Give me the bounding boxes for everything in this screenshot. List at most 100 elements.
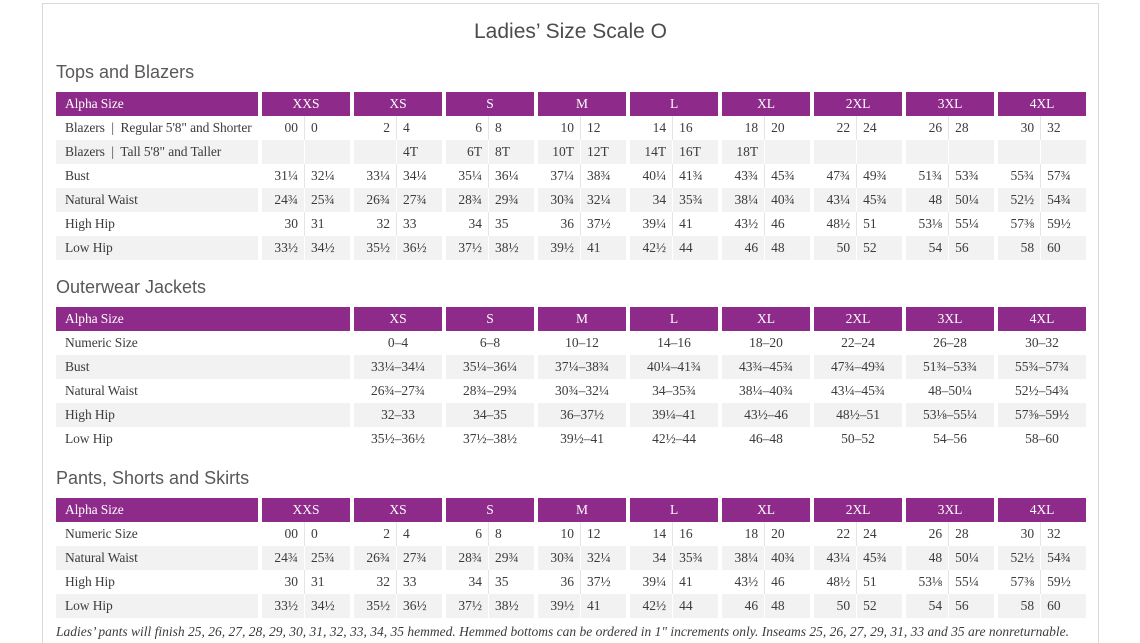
size-value-cell: 10 bbox=[534, 116, 580, 140]
size-value-cell: 36–37½ bbox=[534, 403, 626, 427]
size-value-cell: 12 bbox=[580, 522, 626, 546]
size-value-cell: 44 bbox=[672, 594, 719, 618]
size-value-cell: 34 bbox=[626, 188, 673, 212]
size-value-cell: 55¼ bbox=[948, 570, 994, 594]
table-row: Natural Waist 24¾ 25¾ 26¾ 27¾ 28¾ 29¾ 30¾ 32¼ 34 3… bbox=[56, 546, 1087, 570]
size-value-cell: 39¼ bbox=[626, 570, 672, 594]
size-value-cell: 14 bbox=[626, 116, 672, 140]
size-value-cell: 54–56 bbox=[902, 427, 994, 451]
size-value-cell: 30 bbox=[994, 116, 1040, 140]
section-pants-shorts-skirts: Pants, Shorts and Skirts Alpha Size XXS XS… bbox=[56, 467, 1087, 618]
size-value-cell: 33¼ bbox=[350, 164, 396, 188]
column-header-alpha-size: Alpha Size bbox=[56, 92, 258, 116]
size-value-cell: 41 bbox=[672, 212, 718, 236]
size-value-cell: 8T bbox=[488, 140, 535, 164]
column-header-size-3xl: 3XL bbox=[902, 307, 994, 331]
size-value-cell: 51¾ bbox=[902, 164, 948, 188]
size-value-cell: 25¾ bbox=[304, 546, 351, 570]
table-row: Numeric Size 00 0 2 4 6 8 10 12 14 16 18 20 22 24 26 28 3… bbox=[56, 522, 1086, 546]
size-value-cell: 48 bbox=[764, 594, 811, 618]
size-value-cell: 50–52 bbox=[810, 427, 902, 451]
size-value-cell: 14–16 bbox=[626, 331, 718, 355]
size-value-cell: 35 bbox=[488, 570, 534, 594]
size-value-cell: 30¾–32¼ bbox=[534, 379, 626, 403]
size-value-cell: 59½ bbox=[1040, 570, 1086, 594]
size-value-cell: 10T bbox=[534, 140, 581, 164]
size-value-cell: 48 bbox=[764, 236, 811, 260]
row-label: Low Hip bbox=[65, 431, 113, 446]
size-value-cell: 43½–46 bbox=[718, 403, 810, 427]
size-value-cell: 35 bbox=[488, 212, 534, 236]
column-header-size-4xl: 4XL bbox=[994, 498, 1087, 522]
column-header-size-xxs: XXS bbox=[258, 92, 351, 116]
size-value-cell: 29¾ bbox=[488, 546, 535, 570]
size-value-cell: 48½–51 bbox=[810, 403, 902, 427]
size-value-cell: 54¾ bbox=[1040, 546, 1087, 570]
table-row: Natural Waist 24¾ 25¾ 26¾ 27¾ 28¾ 29¾ 30¾ 32¼ 34 3… bbox=[56, 188, 1087, 212]
size-value-cell: 41 bbox=[580, 236, 627, 260]
size-value-cell: 54 bbox=[902, 594, 949, 618]
size-value-cell: 24¾ bbox=[258, 546, 304, 570]
size-value-cell: 33 bbox=[396, 212, 442, 236]
size-value-cell bbox=[350, 140, 397, 164]
size-value-cell: 56 bbox=[948, 236, 995, 260]
column-header-size-4xl: 4XL bbox=[994, 307, 1086, 331]
size-value-cell: 30¾ bbox=[534, 546, 581, 570]
size-value-cell: 57¾ bbox=[1040, 164, 1086, 188]
size-value-cell: 32 bbox=[1040, 116, 1086, 140]
size-value-cell bbox=[764, 140, 811, 164]
size-value-cell: 40¼ bbox=[626, 164, 672, 188]
size-value-cell: 30–32 bbox=[994, 331, 1086, 355]
size-value-cell: 14 bbox=[626, 522, 672, 546]
size-value-cell: 16T bbox=[672, 140, 719, 164]
size-value-cell: 40¾ bbox=[764, 546, 811, 570]
size-value-cell: 39¼–41 bbox=[626, 403, 718, 427]
size-value-cell: 36½ bbox=[396, 594, 443, 618]
size-value-cell: 52 bbox=[856, 594, 903, 618]
table-row: Low Hip 33½ 34½ 35½ 36½ 37½ 38½ 39½ 41 42½ 44 46 48 5… bbox=[56, 236, 1087, 260]
section-title-outerwear-jackets: Outerwear Jackets bbox=[56, 277, 207, 297]
size-value-cell: 34 bbox=[626, 546, 673, 570]
size-value-cell: 6 bbox=[442, 522, 488, 546]
size-value-cell: 37½ bbox=[580, 570, 626, 594]
size-value-cell: 26 bbox=[902, 522, 948, 546]
column-header-size-xs: XS bbox=[350, 498, 443, 522]
size-value-cell: 38¼ bbox=[718, 546, 765, 570]
size-value-cell: 48–50¼ bbox=[902, 379, 994, 403]
size-value-cell: 51 bbox=[856, 212, 902, 236]
size-value-cell: 35¼ bbox=[442, 164, 488, 188]
row-label: High Hip bbox=[56, 403, 350, 427]
size-value-cell: 33 bbox=[396, 570, 442, 594]
size-value-cell: 2 bbox=[350, 522, 396, 546]
row-label: Numeric Size bbox=[65, 526, 138, 541]
size-value-cell: 6 bbox=[442, 116, 488, 140]
size-value-cell: 28¾ bbox=[442, 546, 489, 570]
size-value-cell: 36 bbox=[534, 570, 580, 594]
size-value-cell: 43¾–45¾ bbox=[718, 355, 810, 379]
size-value-cell: 39½ bbox=[534, 236, 581, 260]
size-value-cell: 52½ bbox=[994, 546, 1041, 570]
size-value-cell: 50 bbox=[810, 236, 857, 260]
column-header-size-xs: XS bbox=[350, 307, 442, 331]
size-value-cell: 26¾–27¾ bbox=[350, 379, 442, 403]
size-value-cell: 4 bbox=[396, 116, 442, 140]
column-header-alpha-size: Alpha Size bbox=[56, 307, 350, 331]
size-value-cell: 39¼ bbox=[626, 212, 672, 236]
size-value-cell: 34 bbox=[442, 212, 488, 236]
size-value-cell: 46–48 bbox=[718, 427, 810, 451]
row-label: Blazers | Regular 5'8" and Shorter bbox=[65, 120, 252, 135]
size-value-cell: 27¾ bbox=[396, 188, 443, 212]
size-value-cell: 18 bbox=[718, 522, 764, 546]
size-table-tops-and-blazers: Alpha Size XXS XS S M L XL 2XL 3XL 4XL Blazers | R… bbox=[56, 92, 1087, 260]
size-value-cell: 38½ bbox=[488, 236, 535, 260]
column-header-size-xs: XS bbox=[350, 92, 443, 116]
row-label: High Hip bbox=[65, 574, 115, 589]
size-value-cell: 32¼ bbox=[580, 188, 627, 212]
size-value-cell: 46 bbox=[764, 212, 810, 236]
size-value-cell: 10 bbox=[534, 522, 580, 546]
size-value-cell: 14T bbox=[626, 140, 673, 164]
size-value-cell: 18 bbox=[718, 116, 764, 140]
size-value-cell: 30 bbox=[258, 570, 304, 594]
size-value-cell: 51¾–53¾ bbox=[902, 355, 994, 379]
size-value-cell: 45¾ bbox=[856, 546, 903, 570]
